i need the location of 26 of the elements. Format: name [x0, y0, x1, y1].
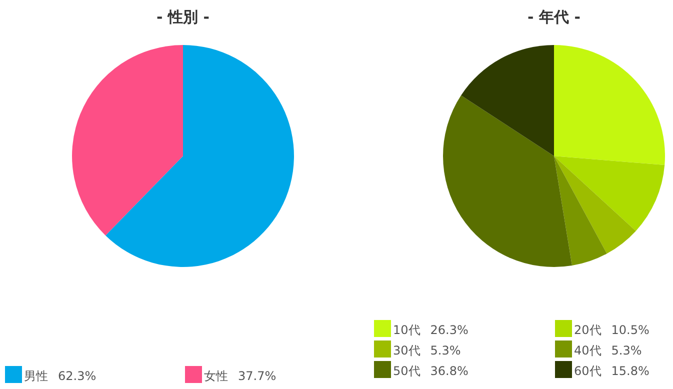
data-label: 15.8% [611, 364, 650, 378]
legend-label: 50代 [393, 364, 420, 378]
pie-slice [554, 156, 665, 231]
data-label: 26.3% [430, 323, 468, 337]
data-label: 5.3% [430, 344, 461, 358]
chart-title: - 年代 - [528, 8, 580, 26]
chart-title: - 性別 - [156, 8, 210, 26]
legend-label: 男性 [24, 369, 48, 383]
legend-label: 40代 [574, 344, 602, 358]
data-label: 37.7% [238, 369, 276, 383]
legend-label: 20代 [574, 323, 602, 337]
data-label: 10.5% [611, 323, 650, 337]
pie-slice [106, 45, 294, 267]
pie-slice [72, 45, 183, 236]
data-label: 62.3% [58, 369, 96, 383]
legend-label: 30代 [393, 344, 420, 358]
pie-slice [443, 95, 572, 267]
data-label: 36.8% [430, 364, 468, 378]
legend-label: 60代 [574, 364, 602, 378]
pie-slice [554, 45, 665, 166]
pie-slice [554, 156, 636, 254]
pie-slice [554, 156, 607, 266]
legend-label: 女性 [204, 369, 228, 383]
pie-slice [461, 45, 554, 156]
data-label: 5.3% [611, 344, 642, 358]
legend-label: 10代 [393, 323, 420, 337]
